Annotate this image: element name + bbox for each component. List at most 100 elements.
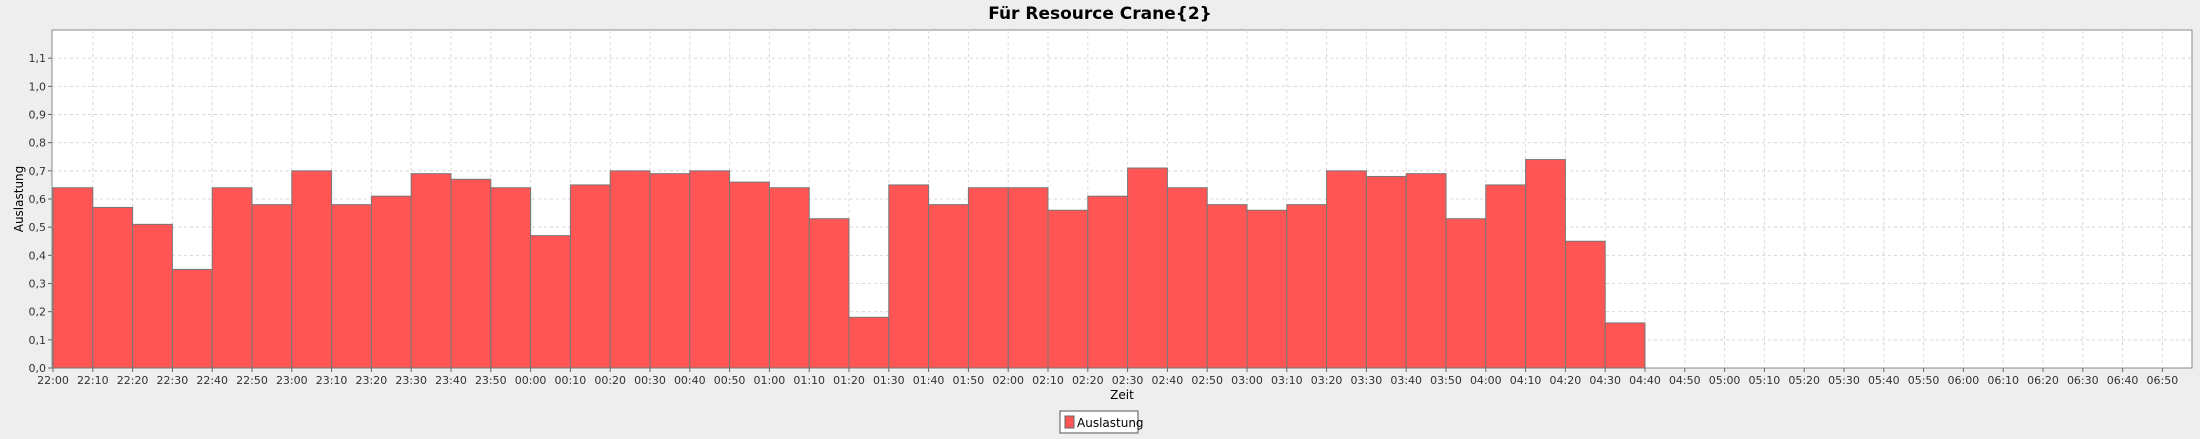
y-tick-label: 0,4 — [29, 249, 47, 262]
y-axis: 0,0 0,1 0,2 0,3 0,4 0,5 0,6 0,7 0,8 0,9 1,0 1,1 — [29, 52, 52, 375]
x-tick-label: 00:20 — [594, 374, 626, 387]
x-tick-label: 00:40 — [674, 374, 706, 387]
x-tick-label: 03:30 — [1351, 374, 1383, 387]
x-tick-label: 05:30 — [1828, 374, 1860, 387]
x-tick-label: 01:40 — [913, 374, 945, 387]
bar — [331, 204, 372, 369]
x-tick-label: 00:30 — [634, 374, 666, 387]
bar — [1007, 187, 1049, 369]
bar — [450, 178, 492, 369]
bars — [52, 159, 1646, 369]
bar — [729, 181, 770, 369]
bar — [1206, 204, 1248, 369]
bar — [251, 204, 293, 369]
bar — [1246, 209, 1288, 369]
x-tick-label: 22:00 — [37, 374, 69, 387]
x-tick-label: 02:10 — [1032, 374, 1064, 387]
x-tick-label: 01:30 — [873, 374, 905, 387]
bar — [291, 170, 333, 369]
x-tick-label: 02:50 — [1191, 374, 1223, 387]
bar — [490, 187, 532, 369]
x-tick-label: 03:20 — [1311, 374, 1343, 387]
bar — [1087, 195, 1129, 369]
x-tick-label: 04:00 — [1470, 374, 1502, 387]
x-tick-label: 04:30 — [1589, 374, 1621, 387]
legend-label: Auslastung — [1077, 416, 1144, 430]
bar — [1047, 209, 1089, 369]
bar — [52, 187, 94, 369]
bar — [410, 173, 452, 369]
x-tick-label: 01:10 — [793, 374, 825, 387]
y-tick-label: 0,3 — [29, 278, 47, 291]
bar — [689, 170, 731, 369]
x-tick-label: 06:40 — [2107, 374, 2139, 387]
y-tick-label: 0,5 — [29, 221, 47, 234]
x-tick-label: 22:20 — [117, 374, 149, 387]
x-tick-label: 01:00 — [754, 374, 786, 387]
bar — [1525, 159, 1566, 369]
y-tick-label: 0,9 — [29, 109, 47, 122]
x-tick-label: 03:00 — [1231, 374, 1263, 387]
x-tick-label: 06:50 — [2147, 374, 2179, 387]
y-tick-label: 0,0 — [29, 362, 47, 375]
bar — [928, 204, 969, 369]
bar — [768, 187, 810, 369]
x-tick-label: 01:20 — [833, 374, 865, 387]
x-tick-label: 06:00 — [1948, 374, 1980, 387]
bar — [92, 206, 134, 369]
x-tick-label: 00:50 — [714, 374, 746, 387]
x-tick-label: 03:40 — [1390, 374, 1422, 387]
bar — [1326, 170, 1367, 369]
x-tick-label: 23:00 — [276, 374, 308, 387]
legend: Auslastung — [1059, 410, 1144, 434]
x-tick-label: 04:10 — [1510, 374, 1542, 387]
x-tick-label: 22:10 — [77, 374, 109, 387]
chart-title: Für Resource Crane{2} — [988, 4, 1212, 24]
y-tick-label: 0,7 — [29, 165, 47, 178]
bar — [171, 268, 213, 369]
bar — [1365, 175, 1407, 369]
x-tick-label: 05:40 — [1868, 374, 1900, 387]
bar — [1445, 218, 1487, 369]
x-tick-label: 03:10 — [1271, 374, 1303, 387]
x-tick-label: 23:20 — [356, 374, 388, 387]
x-tick-label: 05:50 — [1908, 374, 1940, 387]
bar — [569, 184, 611, 369]
x-tick-label: 04:50 — [1669, 374, 1701, 387]
x-tick-label: 00:00 — [515, 374, 547, 387]
x-tick-label: 01:50 — [953, 374, 985, 387]
bar — [1604, 322, 1646, 369]
y-tick-label: 0,2 — [29, 306, 47, 319]
x-tick-label: 06:20 — [2027, 374, 2059, 387]
y-axis-label: Auslastung — [12, 166, 26, 233]
x-tick-label: 02:00 — [992, 374, 1024, 387]
x-tick-label: 23:10 — [316, 374, 348, 387]
x-tick-label: 05:10 — [1749, 374, 1781, 387]
bar — [1485, 184, 1527, 369]
x-tick-label: 06:30 — [2067, 374, 2099, 387]
x-tick-label: 03:50 — [1430, 374, 1462, 387]
bar — [848, 316, 890, 369]
bar — [530, 235, 571, 369]
x-axis: 22:00 22:10 22:20 22:30 22:40 22:50 23:00 23:10… — [37, 368, 2178, 387]
x-tick-label: 23:50 — [475, 374, 507, 387]
x-tick-label: 00:10 — [555, 374, 587, 387]
x-tick-label: 05:00 — [1709, 374, 1741, 387]
x-tick-label: 02:30 — [1112, 374, 1144, 387]
x-tick-label: 23:40 — [435, 374, 467, 387]
bar — [967, 187, 1009, 369]
bar — [211, 187, 253, 369]
bar — [1166, 187, 1208, 369]
x-tick-label: 22:40 — [196, 374, 228, 387]
bar — [1564, 240, 1606, 369]
x-tick-label: 22:50 — [236, 374, 268, 387]
bar — [1127, 167, 1168, 369]
legend-box — [1059, 410, 1139, 434]
y-tick-label: 0,1 — [29, 334, 47, 347]
bar — [808, 218, 850, 369]
bar — [888, 184, 930, 369]
bar — [649, 173, 691, 369]
bar — [1405, 173, 1447, 369]
